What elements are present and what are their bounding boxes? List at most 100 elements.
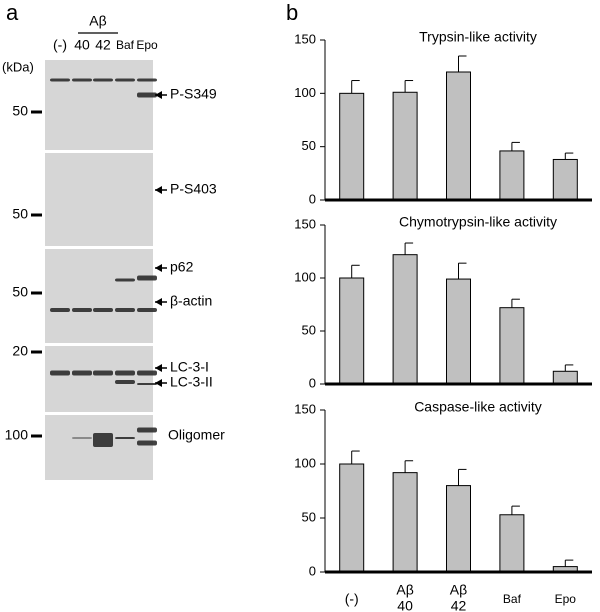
marker-label: 50 — [12, 284, 28, 300]
chart-title: Chymotrypsin-like activity — [399, 214, 557, 230]
band-label: P-S349 — [170, 86, 217, 102]
panel-label: b — [286, 0, 298, 25]
lane-label: (-) — [53, 37, 67, 53]
error-bar — [564, 152, 574, 160]
error-bar — [351, 264, 360, 278]
bar — [392, 472, 418, 573]
marker-label: 50 — [12, 103, 28, 119]
blot — [45, 153, 153, 246]
x-tick-label: Epo — [555, 592, 577, 606]
lane-label: 42 — [95, 37, 111, 53]
blot-band — [93, 78, 113, 82]
y-tick-label: 50 — [302, 138, 316, 153]
y-tick-label: 100 — [294, 455, 316, 470]
blot-band — [115, 278, 135, 282]
blot — [45, 415, 153, 480]
blot — [45, 60, 153, 150]
blot — [45, 346, 153, 412]
band-label: LC-3-II — [170, 374, 213, 390]
blot-band — [115, 370, 135, 376]
y-tick-label: 0 — [309, 563, 316, 578]
blot-band — [137, 370, 157, 376]
blot-band — [137, 427, 157, 433]
bar — [499, 514, 525, 573]
blot-band — [115, 380, 135, 384]
lane-label: Baf — [116, 38, 135, 52]
error-bar — [564, 364, 574, 372]
x-tick-label: Aβ — [450, 582, 467, 598]
y-tick-label: 50 — [302, 509, 316, 524]
arrow-head — [155, 91, 162, 99]
blot-band — [137, 78, 157, 82]
bar — [446, 278, 471, 385]
bar — [552, 370, 578, 385]
band-label: LC-3-I — [170, 359, 209, 375]
lane-label: 40 — [74, 37, 90, 53]
blot-band — [137, 275, 157, 281]
band-label: β-actin — [170, 293, 212, 309]
marker-label: 100 — [5, 427, 29, 443]
band-label: Oligomer — [168, 427, 225, 443]
y-tick-label: 150 — [294, 31, 316, 46]
blot-band — [72, 308, 92, 312]
band-label: p62 — [170, 259, 194, 275]
blot-band — [50, 370, 70, 376]
marker-label: 20 — [12, 343, 28, 359]
arrow-head — [155, 186, 162, 194]
blot — [45, 249, 153, 343]
blot-band — [50, 78, 70, 82]
error-bar — [458, 262, 467, 280]
y-tick-label: 50 — [302, 322, 316, 337]
bar — [446, 71, 471, 201]
error-bar — [511, 505, 520, 515]
blot-band — [93, 308, 113, 312]
bar — [552, 158, 578, 201]
y-tick-label: 100 — [294, 85, 316, 100]
bar — [339, 92, 365, 201]
error-bar — [351, 450, 360, 464]
band-label: P-S403 — [170, 181, 217, 197]
error-bar — [351, 80, 360, 94]
blot-band — [72, 78, 92, 82]
blot-band — [137, 308, 157, 312]
blot-band — [93, 433, 113, 447]
y-tick-label: 0 — [309, 375, 316, 390]
error-bar — [458, 55, 467, 72]
x-tick-label: Baf — [503, 592, 522, 606]
blot-band — [72, 370, 92, 376]
error-bar — [404, 242, 414, 255]
arrow-head — [155, 264, 162, 272]
unit-label: (kDa) — [2, 59, 34, 74]
bar — [446, 485, 471, 573]
panel-label: a — [6, 0, 19, 25]
arrow-head — [155, 364, 162, 372]
blot-band — [115, 78, 135, 82]
x-tick-label: Aβ — [396, 582, 413, 598]
error-bar — [511, 141, 520, 151]
blot-band — [115, 308, 135, 312]
blot-band — [50, 308, 70, 312]
arrow-head — [155, 298, 162, 306]
x-tick-label: (-) — [345, 591, 359, 607]
blot-band — [115, 437, 135, 439]
blot-band — [137, 383, 157, 385]
bar — [392, 91, 418, 201]
bar — [392, 254, 418, 385]
chart-title: Caspase-like activity — [414, 399, 542, 415]
y-tick-label: 0 — [309, 191, 316, 206]
bar — [339, 463, 365, 573]
blot-band — [137, 440, 157, 446]
bar — [499, 307, 525, 385]
group-label: Aβ — [89, 13, 106, 29]
error-bar — [404, 460, 414, 473]
x-tick-label: 42 — [451, 598, 467, 612]
error-bar — [564, 559, 574, 567]
chart-title: Trypsin-like activity — [419, 29, 537, 45]
y-tick-label: 150 — [294, 401, 316, 416]
y-tick-label: 150 — [294, 216, 316, 231]
x-tick-label: 40 — [397, 598, 413, 612]
error-bar — [511, 298, 520, 308]
bar — [339, 277, 365, 385]
blot-band — [72, 437, 92, 439]
